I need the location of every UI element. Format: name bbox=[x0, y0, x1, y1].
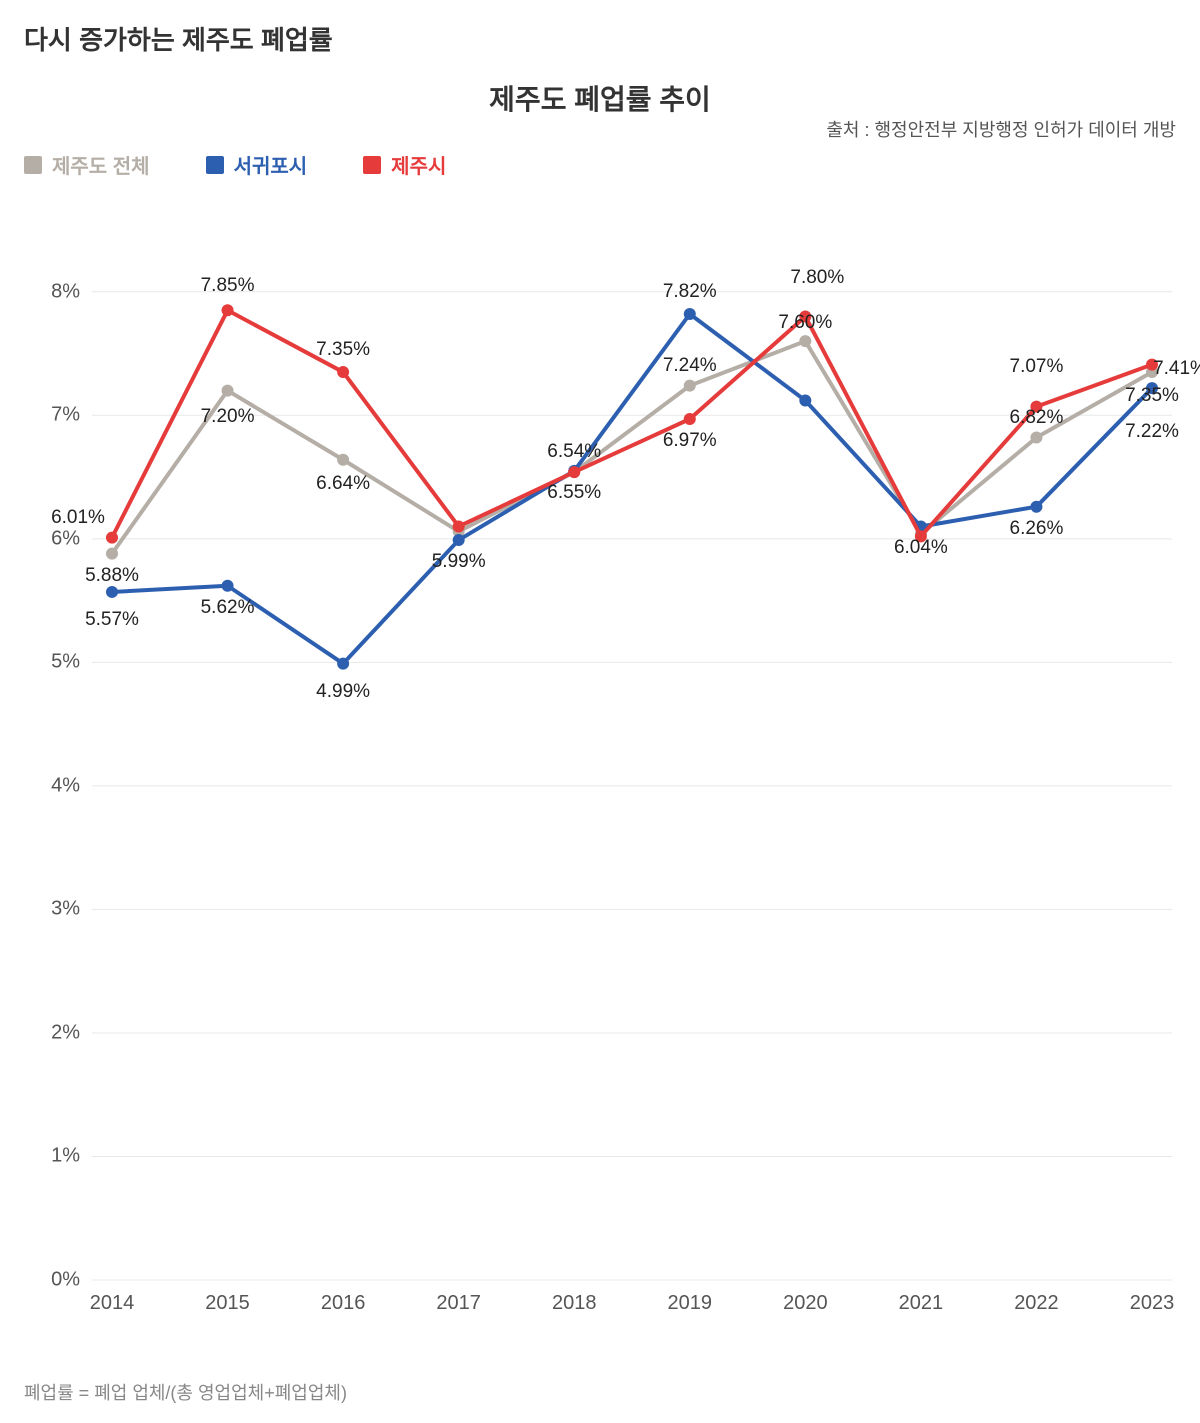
y-tick-label: 8% bbox=[20, 280, 80, 303]
legend-item: 서귀포시 bbox=[206, 150, 308, 179]
data-point-label: 5.57% bbox=[85, 609, 139, 631]
y-tick-label: 4% bbox=[20, 774, 80, 797]
data-point-label: 6.64% bbox=[316, 473, 370, 495]
data-point-label: 6.01% bbox=[51, 507, 105, 529]
y-tick-label: 2% bbox=[20, 1021, 80, 1044]
data-point-label: 5.88% bbox=[85, 565, 139, 587]
x-tick-label: 2021 bbox=[881, 1292, 961, 1315]
x-tick-label: 2020 bbox=[765, 1292, 845, 1315]
chart-source: 출처 : 행정안전부 지방행정 인허가 데이터 개방 bbox=[826, 116, 1176, 142]
data-point-label: 6.04% bbox=[894, 537, 948, 559]
x-tick-label: 2019 bbox=[650, 1292, 730, 1315]
data-point-label: 6.26% bbox=[1010, 518, 1064, 540]
x-tick-label: 2015 bbox=[188, 1292, 268, 1315]
data-point-label: 5.99% bbox=[432, 551, 486, 573]
y-tick-label: 3% bbox=[20, 898, 80, 921]
data-point-label: 7.20% bbox=[201, 406, 255, 428]
data-point-label: 7.82% bbox=[663, 281, 717, 303]
legend-item: 제주도 전체 bbox=[24, 150, 150, 179]
chart-title: 제주도 폐업률 추이 bbox=[0, 78, 1200, 118]
data-point-label: 7.24% bbox=[663, 355, 717, 377]
data-point-label: 6.97% bbox=[663, 430, 717, 452]
x-tick-label: 2018 bbox=[534, 1292, 614, 1315]
x-tick-label: 2016 bbox=[303, 1292, 383, 1315]
data-point-label: 6.55% bbox=[547, 482, 601, 504]
x-tick-label: 2022 bbox=[996, 1292, 1076, 1315]
data-point-label: 7.22% bbox=[1125, 421, 1179, 443]
chart-legend: 제주도 전체 서귀포시 제주시 bbox=[24, 150, 446, 179]
chart-plot-area: 0%1%2%3%4%5%6%7%8%2014201520162017201820… bbox=[92, 230, 1172, 1330]
chart-svg bbox=[92, 230, 1172, 1330]
x-tick-label: 2014 bbox=[72, 1292, 152, 1315]
data-point-label: 4.99% bbox=[316, 681, 370, 703]
legend-label: 제주도 전체 bbox=[52, 150, 150, 179]
y-tick-label: 0% bbox=[20, 1269, 80, 1292]
x-tick-label: 2017 bbox=[419, 1292, 499, 1315]
legend-swatch bbox=[24, 156, 42, 174]
data-point-label: 6.54% bbox=[547, 441, 601, 463]
legend-label: 서귀포시 bbox=[234, 150, 308, 179]
data-point-label: 7.80% bbox=[790, 267, 844, 289]
data-point-label: 7.60% bbox=[778, 312, 832, 334]
data-point-label: 7.07% bbox=[1010, 356, 1064, 378]
legend-swatch bbox=[363, 156, 381, 174]
y-tick-label: 6% bbox=[20, 527, 80, 550]
y-tick-label: 5% bbox=[20, 651, 80, 674]
legend-item: 제주시 bbox=[363, 150, 446, 179]
x-tick-label: 2023 bbox=[1112, 1292, 1192, 1315]
data-point-label: 7.41% bbox=[1153, 358, 1200, 380]
data-point-label: 7.85% bbox=[201, 275, 255, 297]
page-title: 다시 증가하는 제주도 폐업률 bbox=[24, 20, 333, 57]
data-point-label: 7.35% bbox=[316, 339, 370, 361]
legend-label: 제주시 bbox=[391, 150, 446, 179]
data-point-label: 5.62% bbox=[201, 597, 255, 619]
legend-swatch bbox=[206, 156, 224, 174]
y-tick-label: 1% bbox=[20, 1145, 80, 1168]
data-point-label: 7.35% bbox=[1125, 385, 1179, 407]
y-tick-label: 7% bbox=[20, 404, 80, 427]
data-point-label: 6.82% bbox=[1010, 407, 1064, 429]
chart-footnote: 폐업률 = 폐업 업체/(총 영업업체+폐업업체) bbox=[24, 1379, 347, 1405]
